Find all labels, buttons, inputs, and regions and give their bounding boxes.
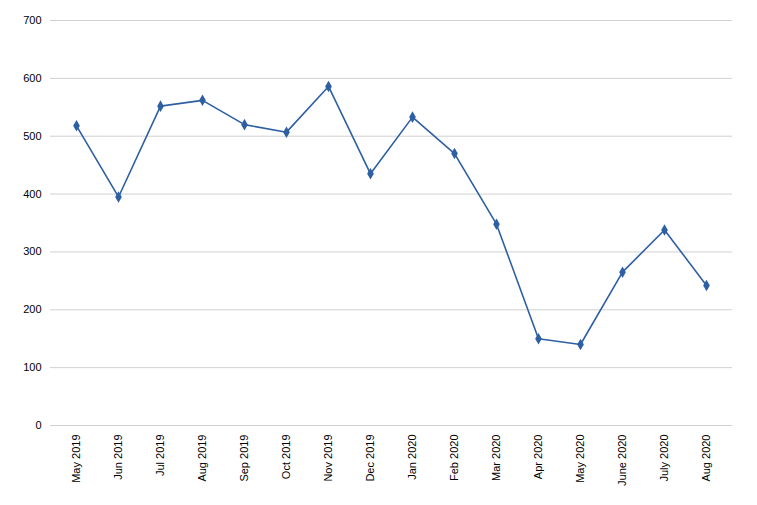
svg-text:Jul 2019: Jul 2019 [154, 435, 166, 477]
svg-text:600: 600 [23, 72, 41, 84]
svg-text:300: 300 [23, 245, 41, 257]
svg-text:Jun 2019: Jun 2019 [112, 435, 124, 480]
svg-text:Aug 2019: Aug 2019 [196, 435, 208, 482]
svg-text:Apr 2020: Apr 2020 [532, 435, 544, 480]
svg-text:100: 100 [23, 361, 41, 373]
svg-text:0: 0 [35, 419, 41, 431]
svg-text:June 2020: June 2020 [616, 435, 628, 486]
svg-text:Oct 2019: Oct 2019 [280, 435, 292, 480]
svg-text:500: 500 [23, 130, 41, 142]
svg-text:Nov 2019: Nov 2019 [322, 435, 334, 482]
svg-text:Dec 2019: Dec 2019 [364, 435, 376, 482]
svg-text:Jan 2020: Jan 2020 [406, 435, 418, 480]
svg-text:Feb 2020: Feb 2020 [448, 435, 460, 481]
svg-text:Sep 2019: Sep 2019 [238, 435, 250, 482]
svg-text:700: 700 [23, 14, 41, 26]
svg-text:200: 200 [23, 303, 41, 315]
svg-text:July 2020: July 2020 [658, 435, 670, 482]
svg-text:May 2020: May 2020 [574, 435, 586, 483]
svg-text:Aug 2020: Aug 2020 [700, 435, 712, 482]
svg-text:400: 400 [23, 188, 41, 200]
svg-text:May 2019: May 2019 [70, 435, 82, 483]
svg-text:Mar 2020: Mar 2020 [490, 435, 502, 481]
